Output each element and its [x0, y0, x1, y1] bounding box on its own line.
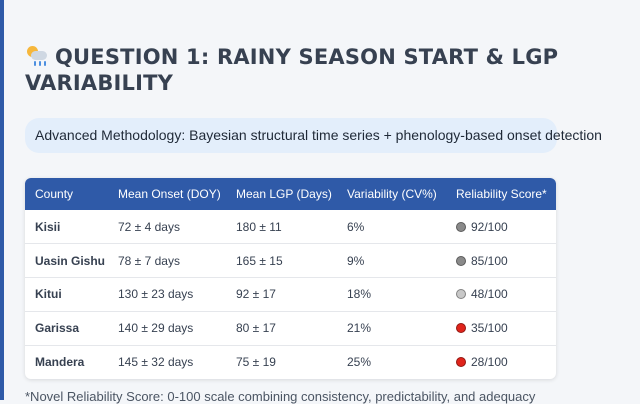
- score-cell: 92/100: [446, 210, 556, 244]
- header-reliability-score: Reliability Score*: [456, 187, 547, 201]
- onset-cell: 72 ± 4 days: [118, 219, 180, 234]
- sun-behind-rain-cloud-icon: [25, 45, 49, 67]
- cv-cell: 25%: [347, 355, 372, 370]
- score-value: 85/100: [471, 253, 508, 268]
- onset-cell: 130 ± 23 days: [118, 287, 194, 302]
- cv-cell: 21%: [347, 321, 372, 336]
- left-accent-bar: [0, 0, 4, 400]
- county-table: County Mean Onset (DOY) Mean LGP (Days) …: [25, 178, 556, 379]
- score-cell: 48/100: [446, 278, 556, 312]
- county-cell: Uasin Gishu: [35, 253, 106, 268]
- reliability-dot-icon: [456, 255, 466, 266]
- table-row: Kisii 72 ± 4 days 180 ± 11 6% 92/100: [25, 210, 556, 244]
- header-county: County: [35, 187, 74, 201]
- score-cell: 28/100: [446, 345, 556, 379]
- onset-cell: 145 ± 32 days: [118, 355, 194, 370]
- reliability-dot-icon: [456, 357, 466, 368]
- cv-cell: 9%: [347, 253, 365, 268]
- header-mean-onset: Mean Onset (DOY): [118, 187, 221, 201]
- table-row: Mandera 145 ± 32 days 75 ± 19 25% 28/100: [25, 345, 556, 379]
- table-header-row: County Mean Onset (DOY) Mean LGP (Days) …: [25, 178, 556, 210]
- header-variability: Variability (CV%): [347, 187, 437, 201]
- score-value: 48/100: [471, 287, 508, 302]
- lgp-cell: 165 ± 15: [236, 253, 283, 268]
- county-cell: Mandera: [35, 355, 85, 370]
- score-cell: 85/100: [446, 244, 556, 278]
- score-value: 92/100: [471, 219, 508, 234]
- table-row: Uasin Gishu 78 ± 7 days 165 ± 15 9% 85/1…: [25, 243, 556, 278]
- score-value: 35/100: [471, 321, 508, 336]
- lgp-cell: 80 ± 17: [236, 321, 276, 336]
- page-title-text: QUESTION 1: RAINY SEASON START & LGP VAR…: [25, 45, 559, 95]
- methodology-banner: Advanced Methodology: Bayesian structura…: [25, 118, 602, 153]
- score-value: 28/100: [471, 355, 508, 370]
- score-cell: 35/100: [446, 311, 556, 345]
- onset-cell: 140 ± 29 days: [118, 321, 194, 336]
- county-table-card: County Mean Onset (DOY) Mean LGP (Days) …: [25, 178, 556, 379]
- cv-cell: 6%: [347, 219, 365, 234]
- cv-cell: 18%: [347, 287, 372, 302]
- table-row: Garissa 140 ± 29 days 80 ± 17 21% 35/100: [25, 311, 556, 345]
- county-cell: Kisii: [35, 219, 61, 234]
- onset-cell: 78 ± 7 days: [118, 253, 180, 268]
- reliability-dot-icon: [456, 221, 466, 232]
- header-mean-lgp: Mean LGP (Days): [236, 187, 332, 201]
- county-cell: Kitui: [35, 287, 62, 302]
- table-row: Kitui 130 ± 23 days 92 ± 17 18% 48/100: [25, 277, 556, 312]
- lgp-cell: 75 ± 19: [236, 355, 276, 370]
- page-title: QUESTION 1: RAINY SEASON START & LGP VAR…: [25, 44, 585, 96]
- lgp-cell: 180 ± 11: [236, 219, 282, 234]
- lgp-cell: 92 ± 17: [236, 287, 276, 302]
- county-cell: Garissa: [35, 321, 80, 336]
- reliability-footnote: *Novel Reliability Score: 0-100 scale co…: [25, 389, 536, 404]
- reliability-dot-icon: [456, 289, 466, 300]
- reliability-dot-icon: [456, 323, 466, 334]
